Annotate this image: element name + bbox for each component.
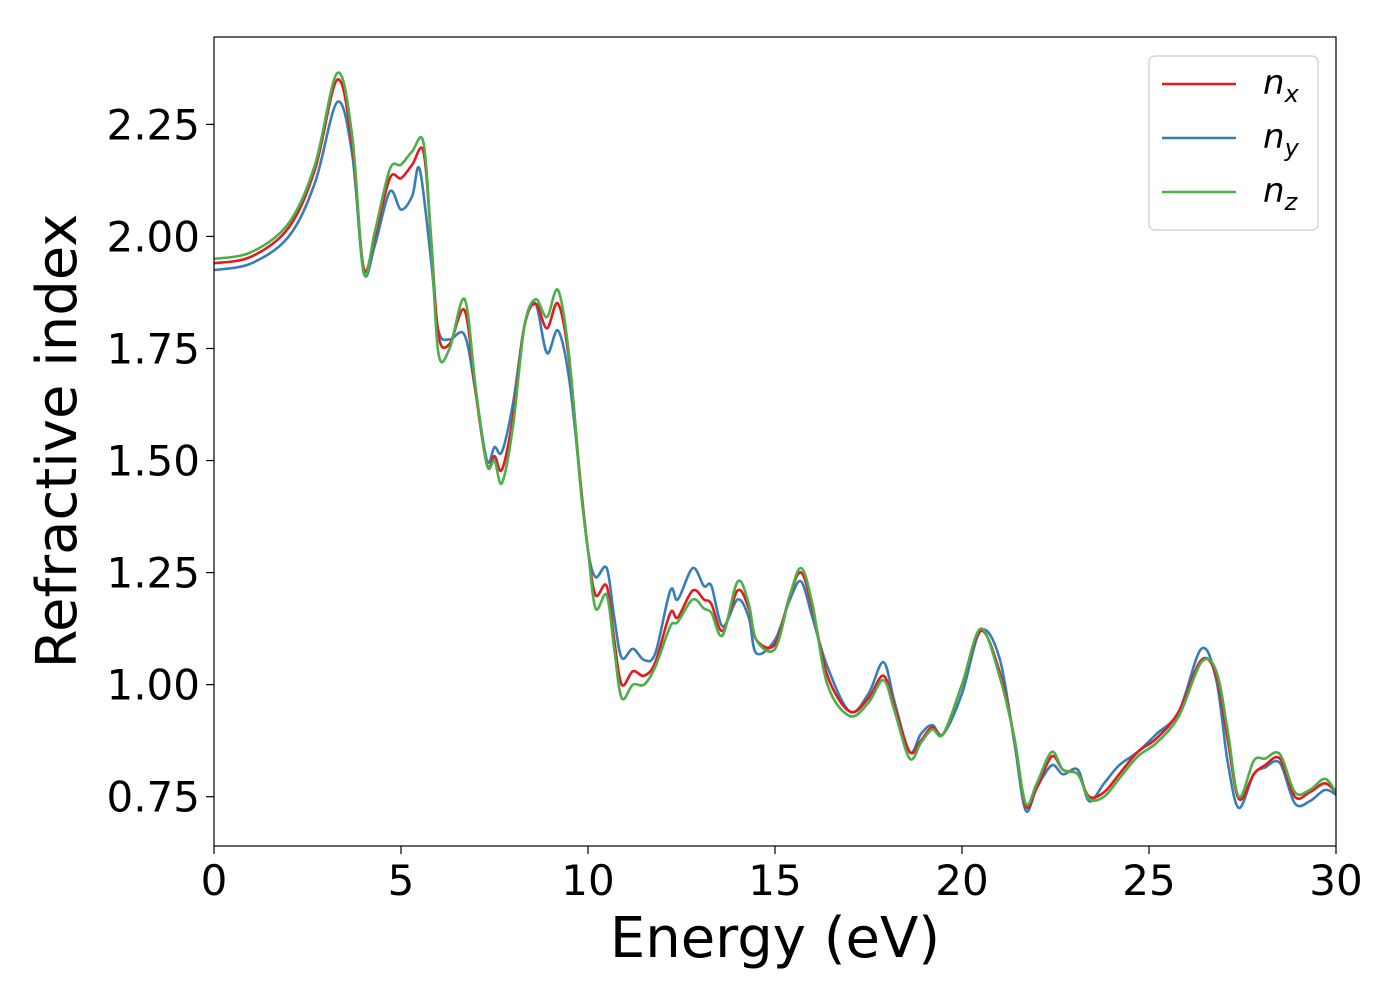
legend-label-n-z: nz	[1263, 171, 1299, 216]
series-line-n-z	[214, 71, 1336, 807]
x-tick-label: 25	[1122, 856, 1175, 905]
y-tick-label: 2.00	[106, 212, 200, 261]
y-axis-label: Refractive index	[25, 214, 90, 669]
x-tick-label: 0	[201, 856, 228, 905]
y-tick-label: 1.50	[106, 437, 200, 486]
legend-box	[1148, 55, 1319, 231]
x-tick-label: 10	[561, 856, 614, 905]
x-tick-label: 30	[1309, 856, 1362, 905]
series-layer	[214, 71, 1336, 813]
y-tick-label: 1.00	[106, 661, 200, 710]
x-axis-label: Energy (eV)	[610, 906, 940, 971]
x-tick-label: 20	[935, 856, 988, 905]
x-tick-label: 15	[748, 856, 801, 905]
legend-label-n-y: ny	[1263, 117, 1300, 162]
x-tick-label: 5	[388, 856, 415, 905]
legend-items: nx ny nz	[1162, 63, 1300, 216]
x-axis-ticks: 0 5 10 15 20 25 30	[201, 846, 1363, 905]
y-tick-label: 0.75	[106, 773, 200, 822]
legend: nx ny nz	[1148, 55, 1319, 231]
legend-label-n-x: nx	[1263, 63, 1300, 108]
y-tick-label: 2.25	[106, 100, 200, 149]
y-tick-label: 1.75	[106, 324, 200, 373]
y-tick-label: 1.25	[106, 549, 200, 598]
y-axis-ticks: 0.75 1.00 1.25 1.50 1.75 2.00 2.25	[106, 100, 214, 822]
series-line-n-x	[214, 78, 1336, 809]
